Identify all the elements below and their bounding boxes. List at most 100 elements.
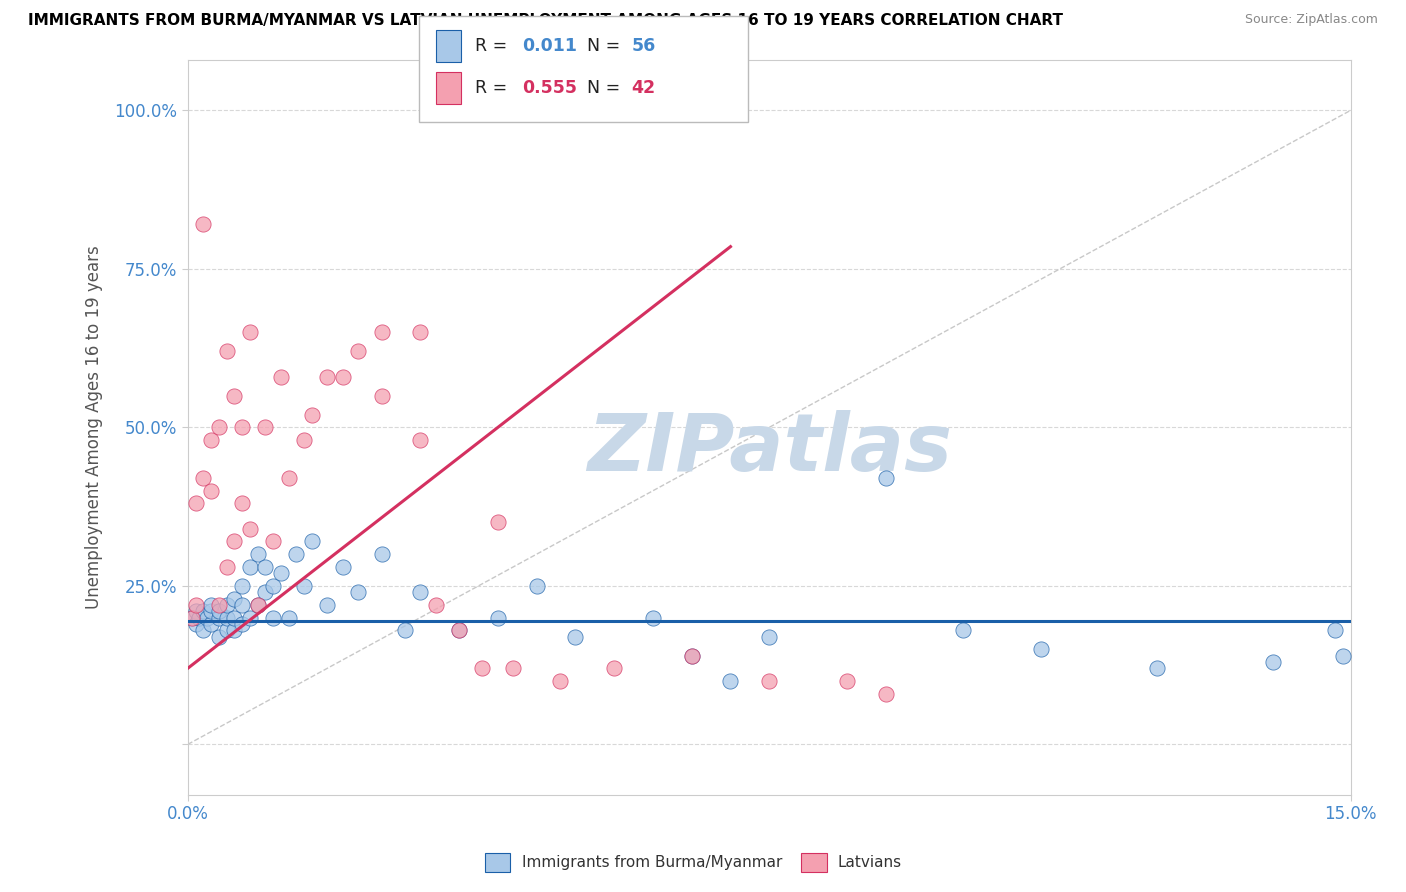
Point (370, 547, 392, 561)
Point (208, 604, 231, 618)
Point (486, 610, 509, 624)
Point (215, 559, 238, 574)
Point (215, 610, 238, 624)
Point (270, 566, 292, 581)
Point (224, 624, 246, 638)
Point (246, 598, 269, 612)
Point (254, 585, 277, 599)
Point (262, 610, 284, 624)
Text: 56: 56 (631, 37, 655, 55)
Point (215, 598, 238, 612)
Point (184, 616, 207, 631)
Point (292, 433, 315, 447)
Point (370, 325, 392, 339)
Point (208, 630, 231, 644)
Point (231, 579, 253, 593)
Text: Latvians: Latvians (838, 855, 903, 870)
Point (231, 616, 253, 631)
Point (246, 598, 269, 612)
Point (332, 559, 354, 574)
Text: 0.555: 0.555 (522, 79, 576, 97)
Point (301, 408, 323, 422)
Point (277, 610, 299, 624)
Point (952, 624, 974, 638)
Point (208, 610, 231, 624)
Point (246, 547, 269, 561)
Point (1324, 624, 1347, 638)
Text: R =: R = (475, 37, 513, 55)
Text: ZIPatlas: ZIPatlas (586, 410, 952, 489)
Point (193, 471, 215, 485)
Text: Immigrants from Burma/Myanmar: Immigrants from Burma/Myanmar (522, 855, 782, 870)
Point (270, 369, 292, 384)
Point (370, 389, 392, 403)
Point (208, 420, 231, 434)
Point (215, 344, 238, 359)
Point (758, 630, 780, 644)
Point (254, 559, 277, 574)
Point (180, 610, 202, 624)
Point (1146, 661, 1168, 675)
Point (332, 369, 354, 384)
Point (449, 624, 471, 638)
Point (316, 369, 339, 384)
Point (285, 547, 308, 561)
Point (681, 648, 703, 663)
Y-axis label: Unemployment Among Ages 16 to 19 years: Unemployment Among Ages 16 to 19 years (86, 245, 103, 609)
Point (184, 604, 207, 618)
Point (193, 218, 215, 232)
Text: N =: N = (576, 37, 626, 55)
Point (564, 630, 586, 644)
Point (409, 585, 432, 599)
Point (184, 496, 207, 510)
Point (875, 471, 897, 485)
Point (1331, 648, 1354, 663)
Point (409, 325, 432, 339)
Text: N =: N = (576, 79, 626, 97)
Point (681, 648, 703, 663)
Point (347, 585, 370, 599)
Text: 0.011: 0.011 (522, 37, 576, 55)
Point (200, 604, 222, 618)
Point (526, 579, 548, 593)
Point (239, 559, 262, 574)
Point (193, 624, 215, 638)
Point (200, 598, 222, 612)
Point (215, 624, 238, 638)
Point (425, 598, 447, 612)
Point (254, 420, 277, 434)
Point (224, 610, 246, 624)
Point (193, 604, 215, 618)
Point (409, 433, 432, 447)
Text: 42: 42 (631, 79, 655, 97)
Point (758, 673, 780, 688)
Point (180, 610, 202, 624)
Point (641, 610, 664, 624)
Point (224, 534, 246, 549)
Point (188, 610, 211, 624)
Point (835, 673, 858, 688)
Point (292, 579, 315, 593)
Point (1029, 642, 1052, 657)
Point (471, 661, 494, 675)
Point (239, 522, 262, 536)
Point (394, 624, 416, 638)
Point (224, 389, 246, 403)
Point (603, 661, 626, 675)
Point (262, 534, 284, 549)
Point (548, 673, 571, 688)
Point (347, 344, 370, 359)
Point (449, 624, 471, 638)
Point (277, 471, 299, 485)
Point (1263, 655, 1285, 669)
Point (184, 598, 207, 612)
Point (208, 598, 231, 612)
Point (875, 687, 897, 701)
Text: IMMIGRANTS FROM BURMA/MYANMAR VS LATVIAN UNEMPLOYMENT AMONG AGES 16 TO 19 YEARS : IMMIGRANTS FROM BURMA/MYANMAR VS LATVIAN… (28, 13, 1063, 29)
Point (239, 610, 262, 624)
Point (486, 516, 509, 530)
Point (316, 598, 339, 612)
Text: Source: ZipAtlas.com: Source: ZipAtlas.com (1244, 13, 1378, 27)
Point (231, 598, 253, 612)
Point (195, 610, 218, 624)
